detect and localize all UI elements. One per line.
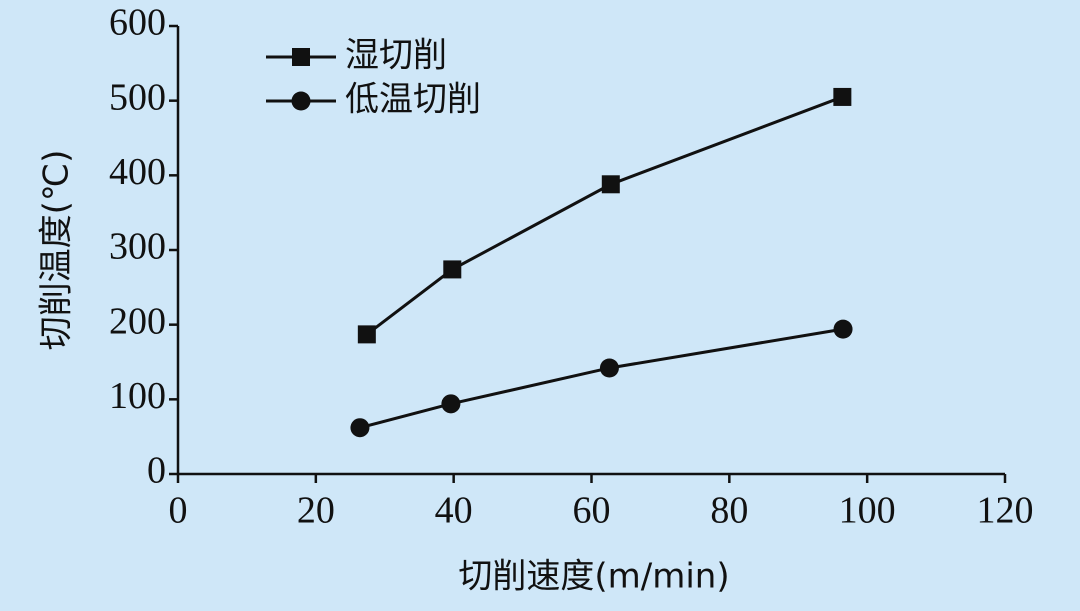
- x-axis-label: 切削速度(m/min): [458, 557, 729, 597]
- x-tick-label: 40: [435, 490, 473, 532]
- data-point: [833, 319, 853, 339]
- x-tick-label: 100: [839, 490, 896, 532]
- x-tick-label: 120: [977, 490, 1034, 532]
- x-tick-label: 0: [169, 490, 188, 532]
- y-tick-label: 200: [109, 300, 166, 342]
- legend-marker: [292, 48, 310, 66]
- data-point: [599, 358, 619, 378]
- series-line: [365, 95, 843, 336]
- y-tick-label: 100: [109, 375, 166, 417]
- data-point: [350, 418, 370, 438]
- x-tick-label: 60: [573, 490, 611, 532]
- series-line: [359, 327, 844, 430]
- x-tick-label: 80: [710, 490, 748, 532]
- y-tick-label: 300: [109, 226, 166, 268]
- y-tick-label: 600: [109, 2, 166, 44]
- legend-marker: [291, 91, 311, 111]
- data-point: [443, 260, 462, 279]
- data-point: [833, 87, 852, 106]
- data-point: [357, 325, 376, 344]
- legend-label: 低温切削: [345, 80, 481, 120]
- data-point: [441, 394, 461, 414]
- y-tick-label: 500: [109, 76, 166, 118]
- y-tick-label: 400: [109, 151, 166, 193]
- legend-label: 湿切削: [345, 36, 447, 76]
- y-axis-label: 切削温度(℃): [37, 150, 77, 351]
- y-tick-label: 0: [147, 450, 166, 492]
- x-tick-label: 20: [297, 490, 335, 532]
- data-point: [601, 175, 620, 194]
